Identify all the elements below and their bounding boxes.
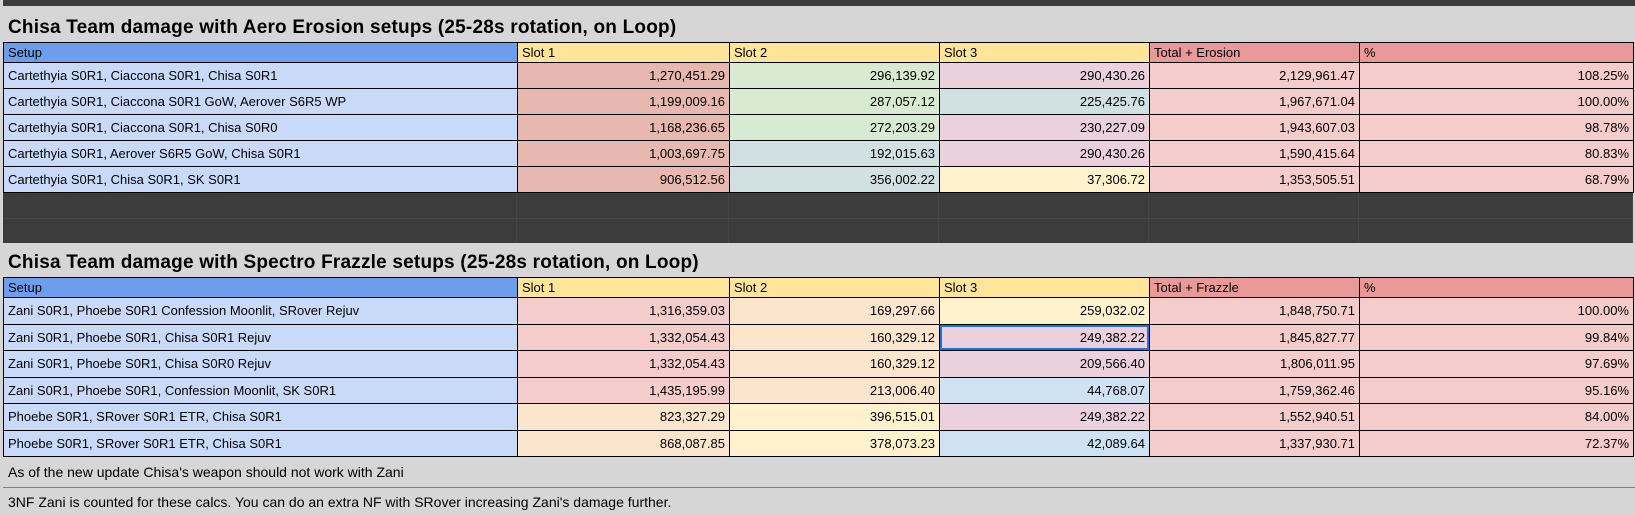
value-cell[interactable]: 97.69% [1360, 351, 1634, 378]
value-cell[interactable]: 259,032.02 [940, 298, 1150, 325]
value-cell[interactable]: 169,297.66 [730, 298, 940, 325]
value-cell[interactable]: 1,848,750.71 [1150, 298, 1360, 325]
setup-cell[interactable]: Zani S0R1, Phoebe S0R1, Chisa S0R1 Rejuv [4, 324, 518, 351]
setup-cell[interactable]: Zani S0R1, Phoebe S0R1, Confession Moonl… [4, 377, 518, 404]
value-cell[interactable]: 1,943,607.03 [1150, 115, 1360, 141]
value-cell[interactable]: 1,332,054.43 [518, 351, 730, 378]
setup-cell[interactable]: Cartethyia S0R1, Aerover S6R5 GoW, Chisa… [4, 141, 518, 167]
value-cell[interactable]: 100.00% [1360, 298, 1634, 325]
value-cell[interactable]: 84.00% [1360, 404, 1634, 431]
value-cell[interactable]: 209,566.40 [940, 351, 1150, 378]
value-cell[interactable]: 868,087.85 [518, 430, 730, 457]
column-header-percent[interactable]: % [1360, 277, 1634, 298]
value-cell[interactable]: 1,168,236.65 [518, 115, 730, 141]
column-header-percent[interactable]: % [1360, 42, 1634, 63]
value-cell[interactable]: 1,337,930.71 [1150, 430, 1360, 457]
value-cell[interactable]: 823,327.29 [518, 404, 730, 431]
note-chisa-weapon[interactable]: As of the new update Chisa's weapon shou… [3, 457, 1635, 488]
value-cell[interactable]: 290,430.26 [940, 63, 1150, 89]
value-cell[interactable]: 1,552,940.51 [1150, 404, 1360, 431]
value-cell[interactable]: 272,203.29 [730, 115, 940, 141]
table-title-spectro-frazzle[interactable]: Chisa Team damage with Spectro Frazzle s… [3, 243, 1635, 277]
table-title-aero-erosion[interactable]: Chisa Team damage with Aero Erosion setu… [3, 6, 1635, 42]
value-cell[interactable]: 290,430.26 [940, 141, 1150, 167]
value-cell[interactable]: 1,003,697.75 [518, 141, 730, 167]
value-cell[interactable]: 42,089.64 [940, 430, 1150, 457]
setup-cell[interactable]: Zani S0R1, Phoebe S0R1, Chisa S0R0 Rejuv [4, 351, 518, 378]
table-aero-erosion: Setup Slot 1 Slot 2 Slot 3 Total + Erosi… [3, 42, 1634, 193]
setup-cell[interactable]: Zani S0R1, Phoebe S0R1 Confession Moonli… [4, 298, 518, 325]
column-header-total-frazzle[interactable]: Total + Frazzle [1150, 277, 1360, 298]
value-cell[interactable]: 1,845,827.77 [1150, 324, 1360, 351]
value-cell[interactable]: 44,768.07 [940, 377, 1150, 404]
setup-cell[interactable]: Cartethyia S0R1, Ciaccona S0R1 GoW, Aero… [4, 89, 518, 115]
value-cell[interactable]: 230,227.09 [940, 115, 1150, 141]
value-cell[interactable]: 98.78% [1360, 115, 1634, 141]
value-cell[interactable]: 160,329.12 [730, 351, 940, 378]
value-cell[interactable]: 72.37% [1360, 430, 1634, 457]
value-cell[interactable]: 2,129,961.47 [1150, 63, 1360, 89]
setup-cell[interactable]: Cartethyia S0R1, Chisa S0R1, SK S0R1 [4, 167, 518, 193]
value-cell[interactable]: 1,270,451.29 [518, 63, 730, 89]
empty-dark-rows [3, 193, 1633, 243]
selected-value-cell[interactable]: 249,382.22 [940, 324, 1150, 351]
value-cell[interactable]: 1,353,505.51 [1150, 167, 1360, 193]
value-cell[interactable]: 249,382.22 [940, 404, 1150, 431]
setup-cell[interactable]: Phoebe S0R1, SRover S0R1 ETR, Chisa S0R1 [4, 404, 518, 431]
value-cell[interactable]: 1,590,415.64 [1150, 141, 1360, 167]
value-cell[interactable]: 108.25% [1360, 63, 1634, 89]
value-cell[interactable]: 80.83% [1360, 141, 1634, 167]
value-cell[interactable]: 95.16% [1360, 377, 1634, 404]
value-cell[interactable]: 213,006.40 [730, 377, 940, 404]
note-3nf-zani[interactable]: 3NF Zani is counted for these calcs. You… [3, 488, 1635, 515]
value-cell[interactable]: 906,512.56 [518, 167, 730, 193]
value-cell[interactable]: 1,199,009.16 [518, 89, 730, 115]
value-cell[interactable]: 160,329.12 [730, 324, 940, 351]
column-header-total-erosion[interactable]: Total + Erosion [1150, 42, 1360, 63]
column-header-setup[interactable]: Setup [4, 42, 518, 63]
value-cell[interactable]: 99.84% [1360, 324, 1634, 351]
value-cell[interactable]: 225,425.76 [940, 89, 1150, 115]
value-cell[interactable]: 1,332,054.43 [518, 324, 730, 351]
value-cell[interactable]: 100.00% [1360, 89, 1634, 115]
setup-cell[interactable]: Cartethyia S0R1, Ciaccona S0R1, Chisa S0… [4, 115, 518, 141]
value-cell[interactable]: 192,015.63 [730, 141, 940, 167]
column-header-slot3[interactable]: Slot 3 [940, 277, 1150, 298]
column-header-setup[interactable]: Setup [4, 277, 518, 298]
value-cell[interactable]: 356,002.22 [730, 167, 940, 193]
value-cell[interactable]: 1,316,359.03 [518, 298, 730, 325]
value-cell[interactable]: 1,806,011.95 [1150, 351, 1360, 378]
column-header-slot1[interactable]: Slot 1 [518, 42, 730, 63]
value-cell[interactable]: 1,759,362.46 [1150, 377, 1360, 404]
column-header-slot3[interactable]: Slot 3 [940, 42, 1150, 63]
value-cell[interactable]: 396,515.01 [730, 404, 940, 431]
value-cell[interactable]: 287,057.12 [730, 89, 940, 115]
value-cell[interactable]: 378,073.23 [730, 430, 940, 457]
column-header-slot1[interactable]: Slot 1 [518, 277, 730, 298]
setup-cell[interactable]: Phoebe S0R1, SRover S0R1 ETR, Chisa S0R1 [4, 430, 518, 457]
column-header-slot2[interactable]: Slot 2 [730, 42, 940, 63]
column-header-slot2[interactable]: Slot 2 [730, 277, 940, 298]
table-spectro-frazzle: Setup Slot 1 Slot 2 Slot 3 Total + Frazz… [3, 277, 1634, 457]
setup-cell[interactable]: Cartethyia S0R1, Ciaccona S0R1, Chisa S0… [4, 63, 518, 89]
value-cell[interactable]: 68.79% [1360, 167, 1634, 193]
value-cell[interactable]: 1,967,671.04 [1150, 89, 1360, 115]
value-cell[interactable]: 1,435,195.99 [518, 377, 730, 404]
value-cell[interactable]: 296,139.92 [730, 63, 940, 89]
value-cell[interactable]: 37,306.72 [940, 167, 1150, 193]
partial-row-above [3, 0, 1635, 6]
